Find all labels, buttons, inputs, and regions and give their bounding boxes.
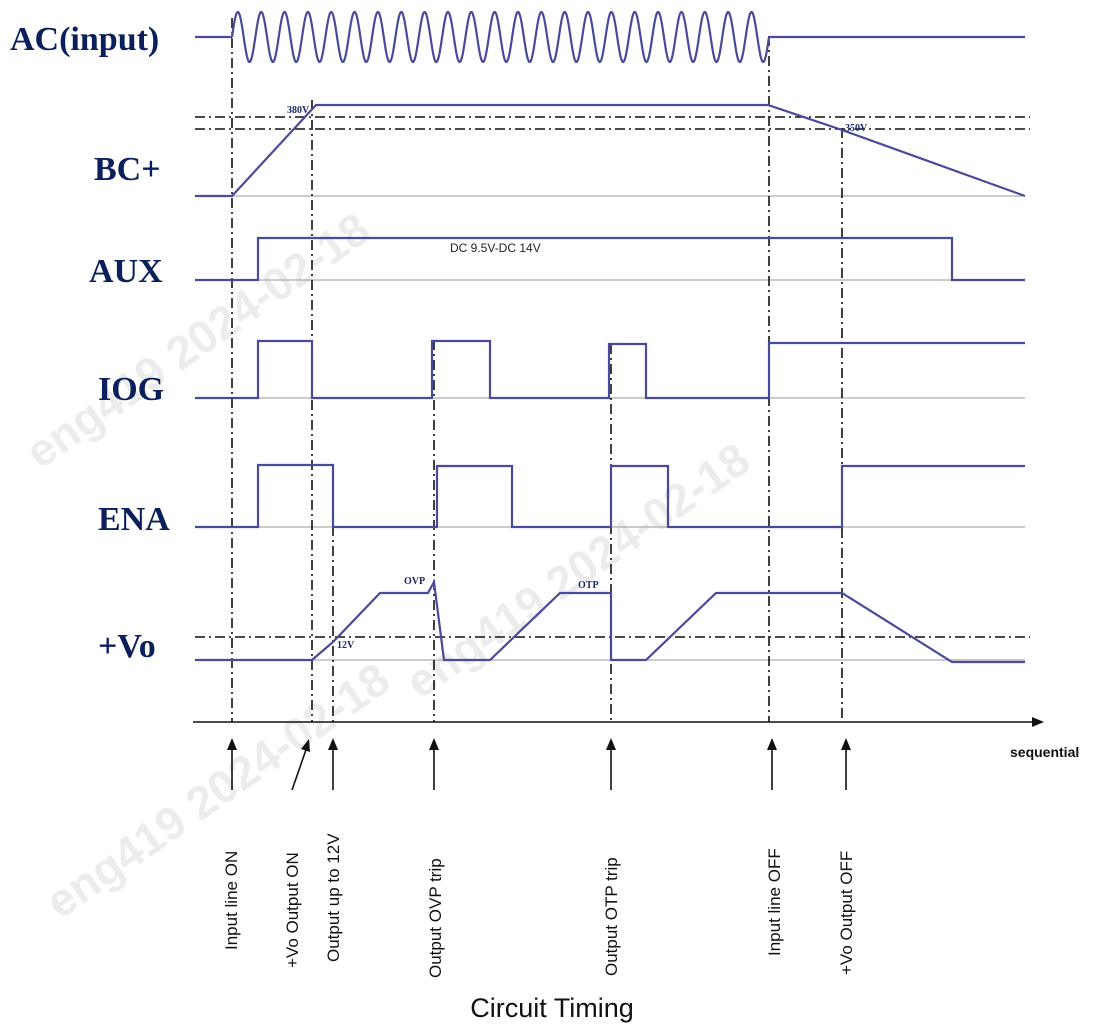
event-label-input-off: Input line OFF [765,848,784,956]
marker-vo-otp: OTP [578,580,599,591]
figure-caption: Circuit Timing [470,993,634,1023]
event-label-vo-off: +Vo Output OFF [837,851,856,975]
watermark-1: eng419 2024-02-18 [16,202,379,478]
marker-vo-12v: 12V [337,640,355,651]
time-axis: sequential [193,717,1079,760]
ena-trace [195,463,1025,529]
watermark-3: eng419 2024-02-18 [396,432,759,708]
arrow-head-ovp [429,738,439,750]
event-label-12v: Output up to 12V [324,833,343,962]
signal-label-ena: ENA [98,501,170,538]
bc-trace [195,103,1026,198]
ac-trace [195,10,1025,64]
marker-vo-ovp: OVP [404,576,425,587]
arrow-vo-on [291,743,309,791]
time-axis-arrowhead [1032,717,1044,727]
watermark-2: eng419 2024-02-18 [36,652,399,928]
arrow-head-vo-off [841,738,851,750]
signal-label-aux: AUX [89,253,163,290]
signal-label-vo: +Vo [98,628,156,665]
event-label-ovp: Output OVP trip [426,858,445,978]
event-labels: Input line ON +Vo Output ON Output up to… [222,833,856,978]
arrow-head-vo-on [301,739,310,752]
vo-trace [195,578,1025,664]
signal-label-ac: AC(input) [10,21,159,58]
arrow-head-input-off [767,738,777,750]
iog-trace [195,339,1025,400]
event-arrows [227,738,851,791]
event-label-vo-on: +Vo Output ON [283,852,302,968]
aux-voltage-note: DC 9.5V-DC 14V [450,241,541,255]
signal-label-iog: IOG [98,371,164,408]
arrow-head-otp [606,738,616,750]
marker-bc-350v: 350V [845,123,868,134]
aux-trace [195,236,1025,282]
event-label-input-on: Input line ON [222,851,241,950]
marker-bc-380v: 380V [287,105,310,116]
ac-sine-wave [230,10,771,64]
event-label-otp: Output OTP trip [602,857,621,976]
threshold-lines [195,116,1030,638]
signal-label-bc: BC+ [94,151,161,188]
time-axis-label: sequential [1010,744,1079,760]
arrow-head-12v [328,738,338,750]
arrow-head-input-on [227,738,237,750]
watermark-group: eng419 2024-02-18 eng419 2024-02-18 eng4… [16,202,759,928]
